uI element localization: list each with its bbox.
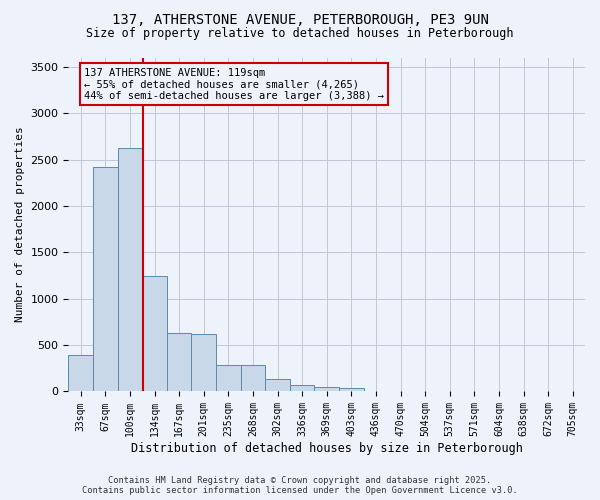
Bar <box>142 276 167 392</box>
Text: 137, ATHERSTONE AVENUE, PETERBOROUGH, PE3 9UN: 137, ATHERSTONE AVENUE, PETERBOROUGH, PE… <box>112 12 488 26</box>
Bar <box>68 356 93 392</box>
Text: Size of property relative to detached houses in Peterborough: Size of property relative to detached ho… <box>86 28 514 40</box>
Bar <box>241 364 265 392</box>
Text: Contains HM Land Registry data © Crown copyright and database right 2025.
Contai: Contains HM Land Registry data © Crown c… <box>82 476 518 495</box>
Bar <box>191 334 216 392</box>
Bar <box>314 387 339 392</box>
Bar <box>93 167 118 392</box>
X-axis label: Distribution of detached houses by size in Peterborough: Distribution of detached houses by size … <box>131 442 523 455</box>
Y-axis label: Number of detached properties: Number of detached properties <box>15 126 25 322</box>
Bar <box>118 148 142 392</box>
Bar <box>339 388 364 392</box>
Bar <box>265 380 290 392</box>
Bar <box>167 333 191 392</box>
Text: 137 ATHERSTONE AVENUE: 119sqm
← 55% of detached houses are smaller (4,265)
44% o: 137 ATHERSTONE AVENUE: 119sqm ← 55% of d… <box>84 68 384 100</box>
Bar <box>216 364 241 392</box>
Bar <box>290 385 314 392</box>
